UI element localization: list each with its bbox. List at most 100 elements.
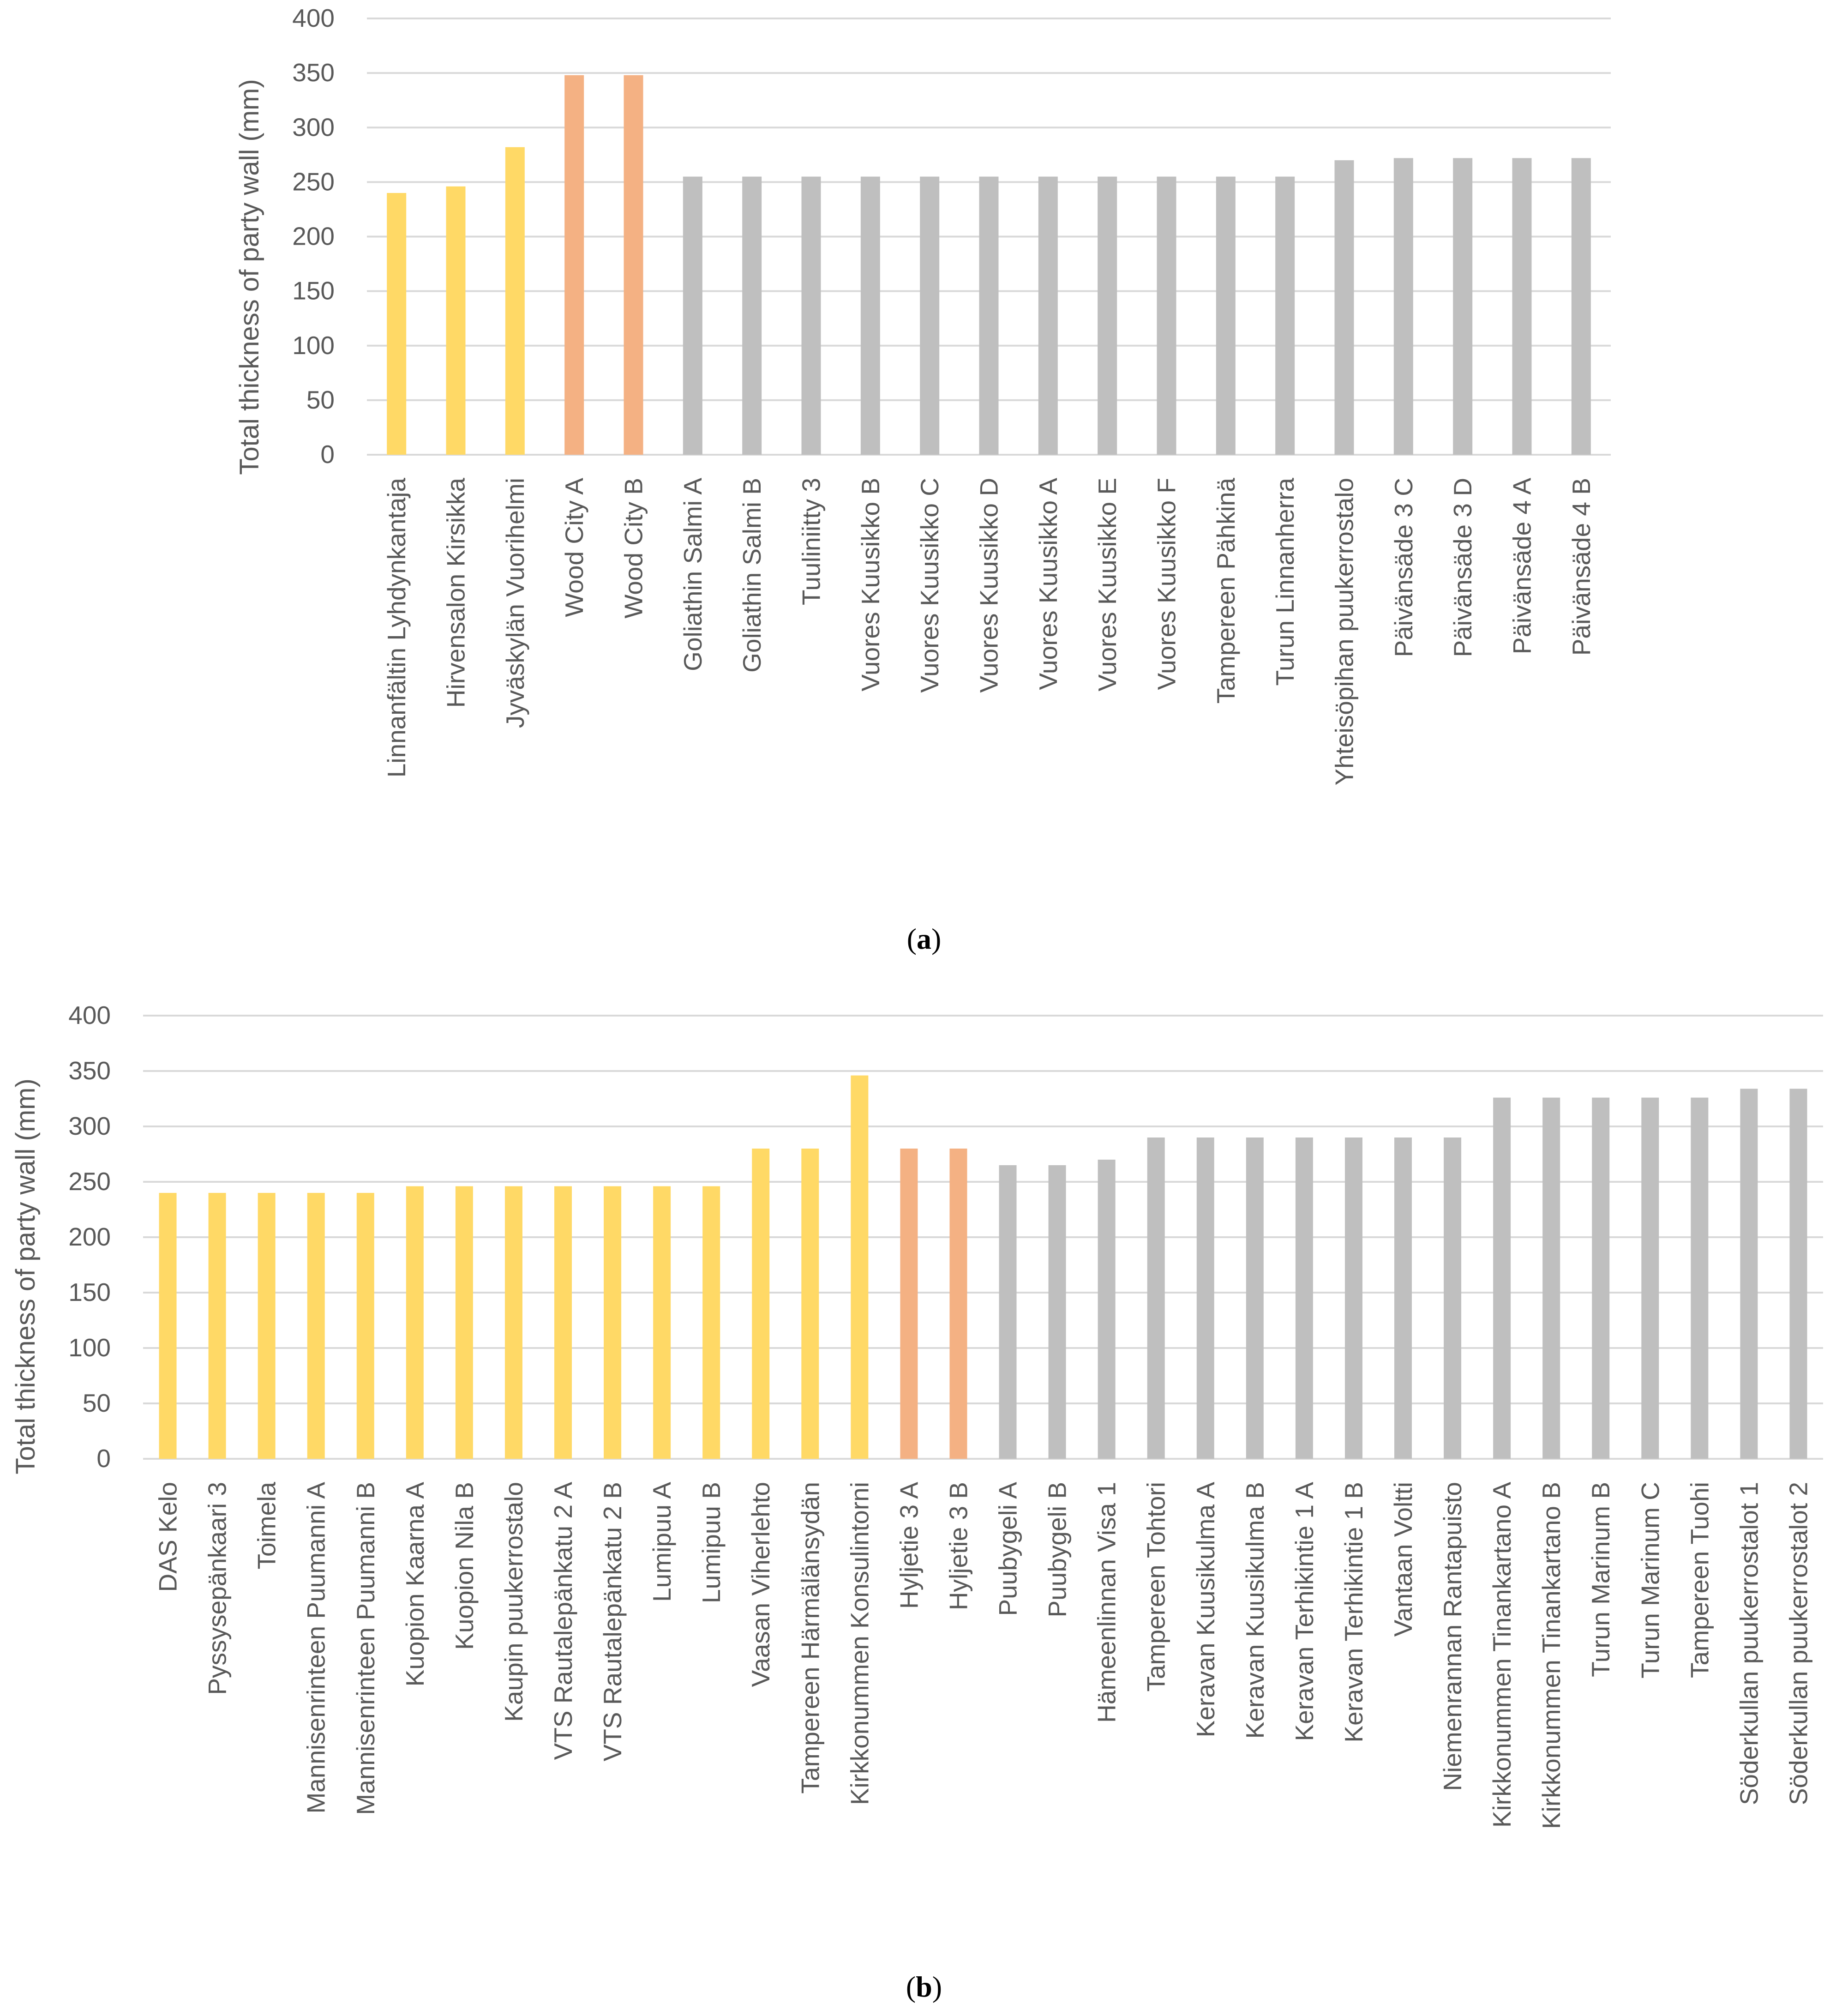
chart-a-category-label: Hirvensalon Kirsikka xyxy=(442,478,470,708)
chart-b-category-label: Pyssysepänkaari 3 xyxy=(203,1482,232,1695)
chart-b-y-tick-label: 50 xyxy=(83,1389,111,1417)
chart-a-bar xyxy=(1216,176,1236,455)
chart-a-category-label: Tuuliniitty 3 xyxy=(797,478,826,605)
chart-a-bar xyxy=(1571,158,1591,455)
chart-b-category-label: Puubygeli B xyxy=(1043,1482,1072,1618)
chart-a-category-label: Vuores Kuusikko D xyxy=(975,478,1003,693)
chart-b-bar xyxy=(1344,1137,1362,1459)
chart-b-bar xyxy=(1789,1089,1807,1459)
chart-b-bar xyxy=(1147,1137,1165,1459)
chart-b-bar xyxy=(554,1186,572,1459)
chart-b-bar xyxy=(1444,1137,1462,1459)
chart-a-bar xyxy=(1393,158,1413,455)
chart-a-category-labels: Linnanfältin Lyhdynkantaja Hirvensalon Ki… xyxy=(382,478,1596,786)
chart-b-category-label: Mannisenrinteen Puumanni A xyxy=(302,1482,330,1814)
chart-b-category-label: Lumipuu A xyxy=(648,1482,676,1602)
chart-b-category-label: Hämeenlinnan Visa 1 xyxy=(1092,1482,1121,1723)
chart-a-bar xyxy=(1334,160,1354,455)
chart-a-y-ticks: 0 50 100 150 200 250 300 350 400 xyxy=(292,4,335,469)
chart-b-category-label: Turun Marinum C xyxy=(1636,1482,1664,1679)
chart-b-category-label: Keravan Terhikintie 1 B xyxy=(1339,1482,1368,1743)
chart-b-bar xyxy=(208,1193,226,1459)
chart-b-y-tick-label: 250 xyxy=(68,1167,111,1196)
chart-b-y-tick-label: 150 xyxy=(68,1278,111,1306)
chart-a-y-axis-label: Total thickness of party wall (mm) xyxy=(234,79,264,475)
chart-b-category-label: Kirkkonummen Tinankartano A xyxy=(1488,1482,1516,1828)
chart-a-bar xyxy=(979,176,999,455)
chart-b-bar xyxy=(949,1149,967,1459)
chart-b-bar xyxy=(851,1075,869,1459)
chart-a-y-tick-label: 100 xyxy=(292,331,335,360)
chart-b-bar xyxy=(307,1193,325,1459)
chart-b-category-label: Söderkullan puukerrostalot 2 xyxy=(1784,1482,1812,1805)
chart-b-category-label: Turun Marinum B xyxy=(1586,1482,1615,1677)
chart-b-category-label: Tampereen Tohtori xyxy=(1142,1482,1170,1692)
chart-a-bar xyxy=(683,176,702,455)
chart-b-bar xyxy=(504,1186,522,1459)
chart-b-category-label: Lumipuu B xyxy=(697,1482,726,1603)
chart-b-category-label: Hyljetie 3 A xyxy=(894,1482,923,1609)
chart-b: Total thickness of party wall (mm) 0 50 10… xyxy=(11,1001,1823,2003)
chart-a-bar xyxy=(860,176,880,455)
chart-a-sublabel-letter: a xyxy=(917,922,931,955)
chart-a-category-label: Vuores Kuusikko C xyxy=(915,478,944,693)
chart-b-category-label: Keravan Kuusikulma B xyxy=(1241,1482,1269,1739)
chart-a-bar xyxy=(1157,176,1176,455)
chart-b-y-tick-label: 200 xyxy=(68,1222,111,1251)
chart-b-category-label: Kuopion Kaarna A xyxy=(401,1482,429,1687)
chart-a-category-label: Jyväskylän Vuorihelmi xyxy=(501,478,529,728)
chart-b-bar xyxy=(1196,1137,1214,1459)
chart-a-sublabel: (a) xyxy=(907,922,942,955)
chart-a-bar xyxy=(920,176,940,455)
chart-b-bar xyxy=(1691,1097,1709,1459)
chart-b-y-ticks: 0 50 100 150 200 250 300 350 400 xyxy=(68,1001,111,1473)
chart-b-bar xyxy=(159,1193,177,1459)
chart-b-sublabel-close: ) xyxy=(932,1970,942,2003)
chart-b-bar xyxy=(1048,1165,1066,1459)
chart-b-y-tick-label: 0 xyxy=(96,1444,111,1473)
chart-a-y-tick-label: 300 xyxy=(292,113,335,141)
chart-b-bar xyxy=(1295,1137,1313,1459)
chart-b-category-label: Vaasan Viherlehto xyxy=(746,1482,775,1687)
chart-b-y-tick-label: 100 xyxy=(68,1333,111,1362)
chart-b-bar xyxy=(455,1186,473,1459)
chart-b-category-labels: DAS Kelo Pyssysepänkaari 3 Toimela Mannisen… xyxy=(154,1482,1813,1829)
chart-b-bar xyxy=(258,1193,276,1459)
chart-a-category-label: Päivänsäde 4 B xyxy=(1567,478,1596,656)
chart-a-y-tick-label: 0 xyxy=(320,440,335,469)
chart-a-y-tick-label: 200 xyxy=(292,222,335,251)
chart-b-bar xyxy=(1740,1089,1758,1459)
chart-a-bar xyxy=(801,176,821,455)
chart-a-bar xyxy=(387,193,407,455)
chart-b-category-label: Kaupin puukerrostalo xyxy=(499,1482,528,1722)
chart-b-bar xyxy=(1493,1097,1511,1459)
chart-a-sublabel-close: ) xyxy=(931,922,941,955)
chart-a-bar xyxy=(1512,158,1532,455)
chart-b-category-label: Niemenrannan Rantapuisto xyxy=(1438,1482,1467,1791)
chart-a-category-label: Goliathin Salmi B xyxy=(738,478,766,673)
chart-a-y-tick-label: 400 xyxy=(292,4,335,32)
chart-a-y-tick-label: 250 xyxy=(292,167,335,196)
chart-a-category-label: Päivänsäde 3 C xyxy=(1389,478,1418,657)
chart-a-category-label: Goliathin Salmi A xyxy=(678,478,707,671)
chart-b-category-label: Keravan Terhikintie 1 A xyxy=(1290,1482,1319,1741)
chart-b-category-label: DAS Kelo xyxy=(154,1482,182,1592)
chart-a-category-label: Päivänsäde 4 A xyxy=(1508,478,1536,655)
chart-a-category-label: Vuores Kuusikko B xyxy=(856,478,885,692)
chart-b-category-label: Tampereen Tuohi xyxy=(1685,1482,1714,1678)
chart-b-category-label: Toimela xyxy=(252,1482,281,1570)
chart-a-bar xyxy=(1098,176,1117,455)
chart-a-category-label: Wood City A xyxy=(560,478,588,617)
chart-a-category-label: Turun Linnanherra xyxy=(1271,478,1299,686)
chart-b-bar xyxy=(604,1186,622,1459)
chart-a-bar xyxy=(1038,176,1058,455)
chart-a-category-label: Päivänsäde 3 D xyxy=(1448,478,1477,657)
chart-b-bar xyxy=(1641,1097,1659,1459)
chart-a-category-label: Vuores Kuusikko A xyxy=(1034,478,1062,690)
chart-a-bars xyxy=(387,75,1591,455)
chart-a-y-tick-label: 50 xyxy=(306,385,335,414)
chart-b-category-label: Söderkullan puukerrostalot 1 xyxy=(1734,1482,1763,1805)
chart-b-bar xyxy=(1542,1097,1560,1459)
chart-b-bar xyxy=(752,1149,770,1459)
